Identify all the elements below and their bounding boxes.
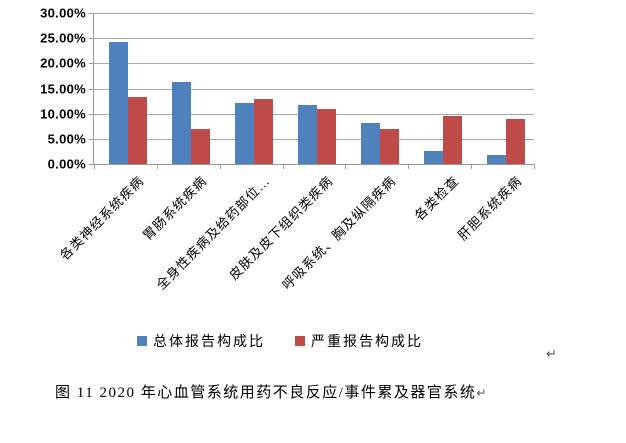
x-axis-tick (408, 164, 409, 169)
gridline (94, 13, 534, 14)
y-axis-tick-label: 15.00% (40, 81, 86, 96)
bar-严重报告构成比 (505, 118, 525, 164)
y-axis-tick (89, 113, 94, 115)
y-axis-tick-label: 10.00% (40, 106, 86, 122)
bar-总体报告构成比 (109, 41, 129, 164)
bar-总体报告构成比 (298, 104, 317, 164)
x-axis-tick (283, 164, 284, 169)
bar-chart: 0.00% 5.00% 10.00% 15.00% 20.00% 25.00% 30.00%… (0, 6, 560, 351)
gridline (94, 38, 534, 40)
y-axis-tick-label: 5.00% (47, 131, 86, 147)
bar-pair (486, 118, 525, 164)
x-axis-tick (220, 164, 221, 169)
bar-group (283, 13, 346, 164)
bar-总体报告构成比 (486, 154, 506, 164)
bar-group (94, 13, 157, 164)
bar-严重报告构成比 (191, 128, 211, 164)
bar-严重报告构成比 (379, 128, 399, 164)
x-axis-tick (534, 164, 535, 169)
bar-总体报告构成比 (423, 151, 443, 164)
y-axis-tick (89, 38, 94, 40)
y-axis-tick-label: 30.00% (40, 5, 86, 21)
bar-总体报告构成比 (235, 102, 255, 164)
bar-严重报告构成比 (254, 98, 274, 164)
bar-group (157, 13, 220, 164)
x-axis-tick (471, 164, 472, 169)
bar-group (220, 13, 283, 164)
y-axis-tick (89, 63, 94, 65)
legend-swatch (295, 336, 305, 346)
y-axis-tick (89, 88, 94, 90)
bar-总体报告构成比 (172, 81, 192, 164)
bar-group (345, 13, 408, 164)
x-axis-label: 呼吸系统、胸及纵隔疾病 (279, 173, 399, 293)
x-axis-label: 各类检查 (411, 173, 462, 224)
bar-严重报告构成比 (317, 108, 336, 164)
bar-pair (235, 98, 274, 164)
plot-area (89, 13, 535, 169)
bar-group (471, 13, 534, 164)
legend-swatch (137, 336, 147, 346)
gridline (94, 63, 534, 65)
bar-pair (423, 115, 462, 164)
x-axis-label: 皮肤及皮下组织类疾病 (226, 173, 336, 283)
x-axis-tick (94, 164, 95, 169)
legend-item: 总体报告构成比 (137, 331, 265, 351)
figure-caption-text: 图 11 2020 年心血管系统用药不良反应/事件累及器官系统 (55, 385, 477, 401)
bar-pair (298, 104, 336, 164)
x-axis-label: 全身性疾病及给药部位… (153, 173, 273, 293)
x-axis-label: 各类神经系统疾病 (57, 173, 148, 263)
legend-item: 严重报告构成比 (295, 331, 423, 351)
bar-pair (109, 41, 148, 164)
y-axis-tick (89, 164, 94, 165)
bar-pair (172, 81, 211, 164)
figure-caption: 图 11 2020 年心血管系统用药不良反应/事件累及器官系统↵ (55, 381, 486, 402)
paragraph-return-mark: ↵ (546, 347, 557, 362)
caption-return-mark: ↵ (476, 386, 487, 400)
legend-label: 总体报告构成比 (153, 335, 265, 350)
y-axis-tick-label: 25.00% (40, 30, 86, 46)
x-axis-labels: 各类神经系统疾病 胃肠系统疾病 全身性疾病及给药部位… 皮肤及皮下组织类疾病 呼吸系统、… (57, 13, 533, 293)
bar-严重报告构成比 (442, 115, 462, 164)
y-axis-tick (89, 13, 94, 14)
y-axis-tick-label: 0.00% (47, 156, 86, 172)
y-axis-tick-label: 20.00% (40, 55, 86, 71)
x-axis-label: 肝胆系统疾病 (454, 173, 525, 244)
legend-label: 严重报告构成比 (311, 335, 423, 350)
gridline (94, 88, 534, 90)
bar-groups (94, 13, 534, 164)
y-axis-labels: 0.00% 5.00% 10.00% 15.00% 20.00% 25.00% 30.00% (16, 6, 86, 172)
bar-group (408, 13, 471, 164)
bar-总体报告构成比 (360, 122, 380, 164)
bar-严重报告构成比 (128, 96, 148, 164)
x-axis-tick (157, 164, 158, 169)
x-axis-tick (345, 164, 346, 169)
y-axis-tick (89, 138, 94, 140)
bar-pair (360, 122, 399, 164)
chart-legend: 总体报告构成比 严重报告构成比 (0, 331, 560, 351)
